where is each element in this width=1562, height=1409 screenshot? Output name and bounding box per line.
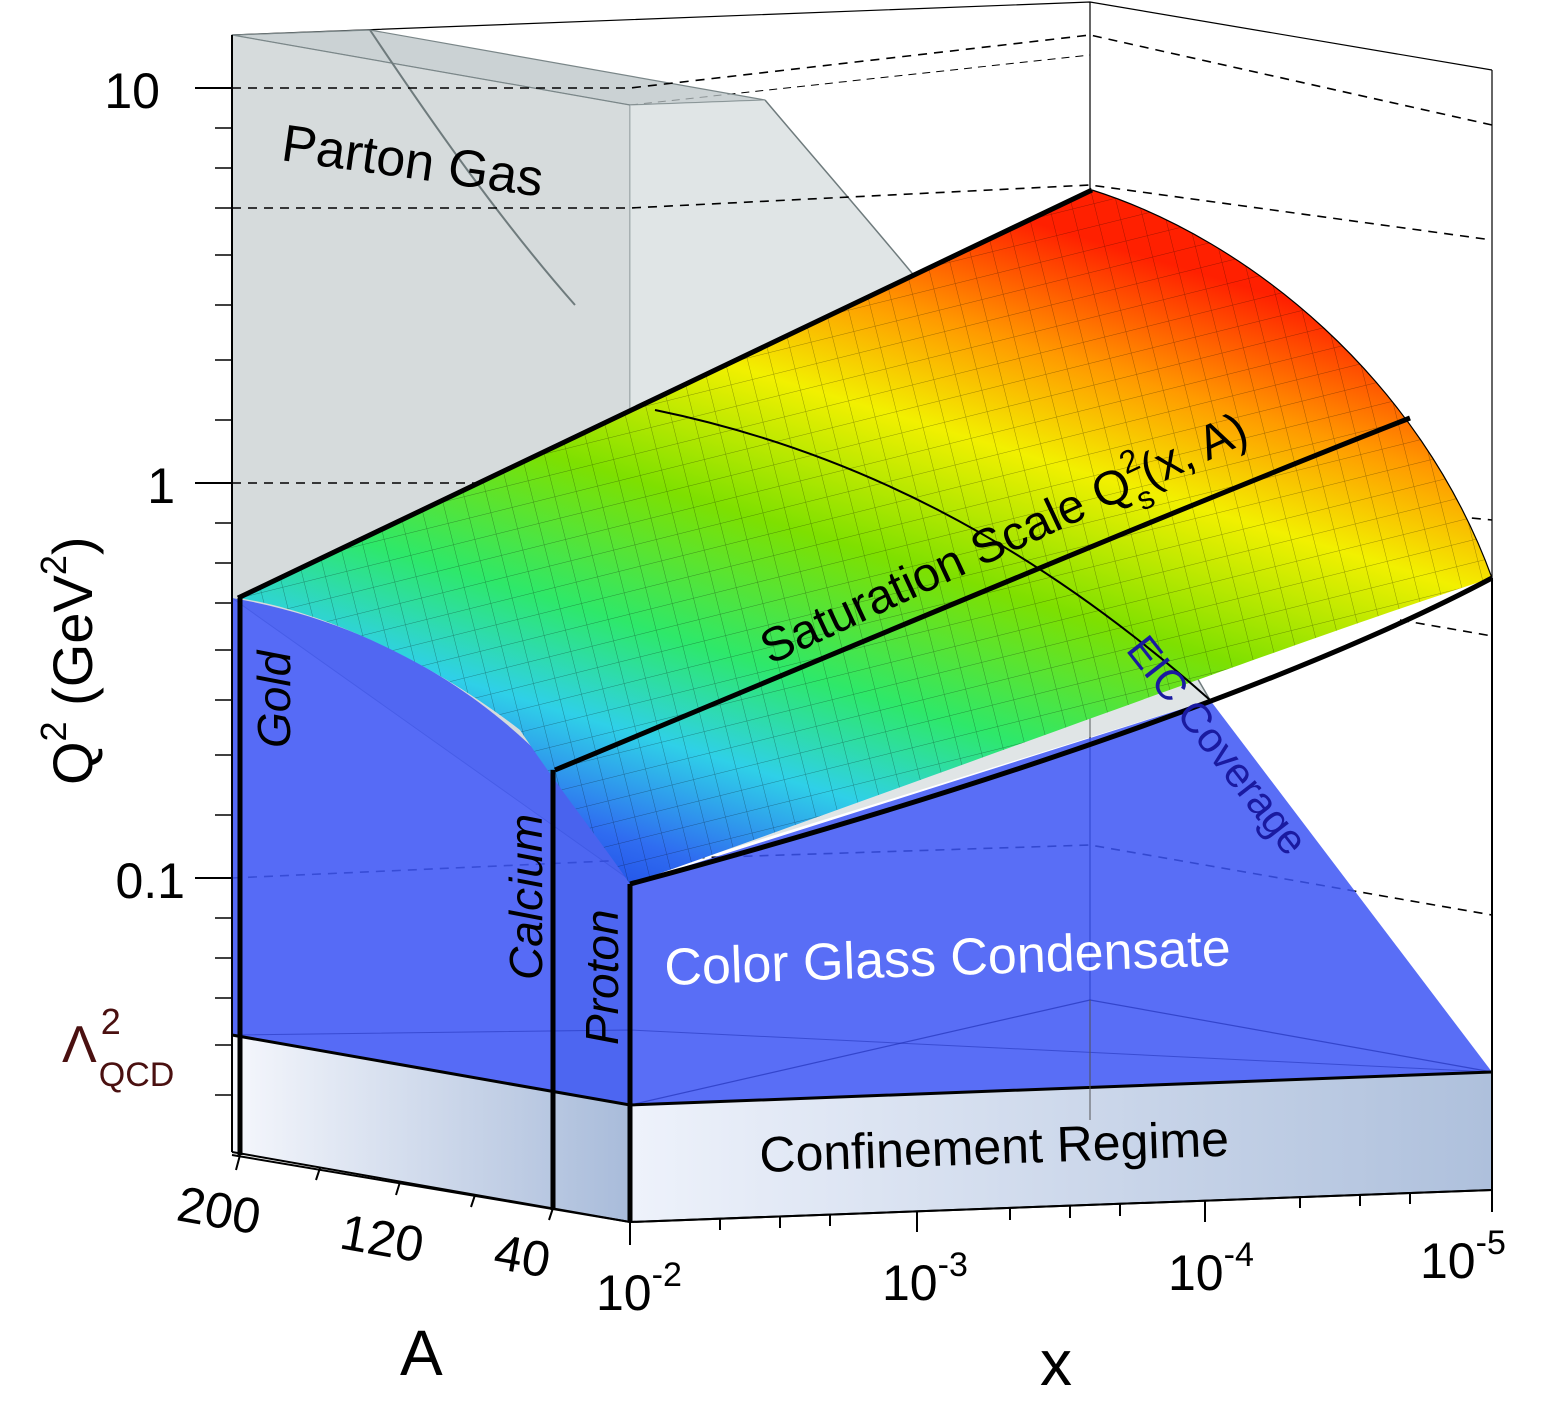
cgc-front-region [630,700,1492,1105]
a-tick-200: 200 [173,1176,265,1246]
a-axis [231,1154,631,1223]
lambda-qcd-label: Λ 2 QCD [62,1001,174,1094]
confinement-left [232,1035,630,1222]
calcium-label: Calcium [500,814,552,980]
confinement-front [630,1072,1492,1222]
x-tick-1e-3: 10-3 [882,1246,968,1311]
q2-axis [195,35,233,1152]
q2-tick-1: 1 [147,458,175,514]
q2-axis-label: Q2 (GeV2) [33,536,104,785]
nucleus-boundaries [237,598,633,1222]
x-axis [629,1189,1493,1245]
proton-label: Proton [576,909,628,1045]
x-axis-label: x [1040,1327,1072,1399]
gold-label: Gold [248,649,300,748]
a-tick-120: 120 [336,1204,428,1274]
q2-tick-10: 10 [104,63,160,119]
a-tick-40: 40 [490,1224,555,1289]
x-tick-1e-2: 10-2 [596,1256,682,1321]
x-tick-1e-5: 10-5 [1420,1224,1506,1289]
q2-tick-0-1: 0.1 [115,853,185,909]
a-axis-label: A [400,1317,443,1389]
cgc-gold-region [232,598,555,1092]
x-tick-1e-4: 10-4 [1168,1236,1254,1301]
